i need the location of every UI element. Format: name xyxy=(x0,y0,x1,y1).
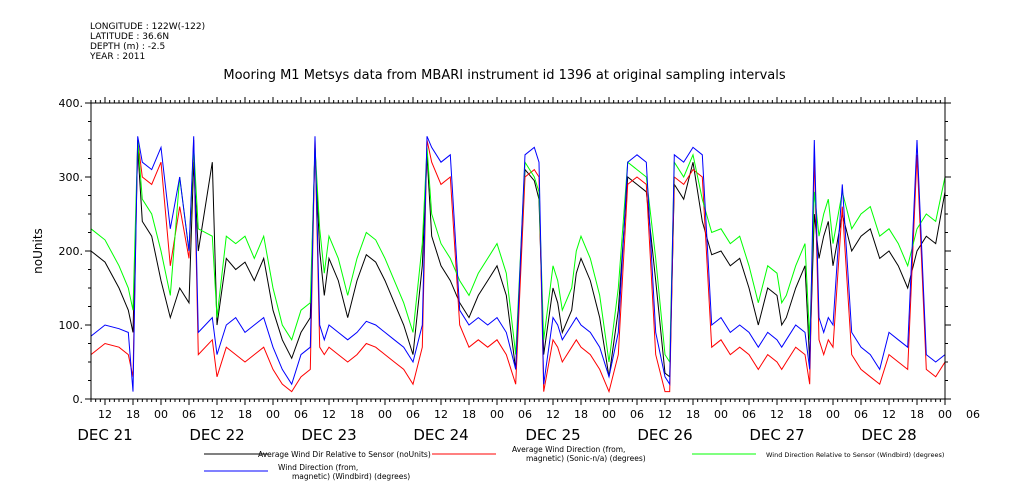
longitude-label: LONGITUDE : 122W(-122) xyxy=(90,22,206,32)
x-hour-label: 00 xyxy=(714,408,728,421)
x-hour-label: 00 xyxy=(378,408,392,421)
x-hour-label: 18 xyxy=(686,408,700,421)
x-hour-label: 06 xyxy=(406,408,420,421)
depth-label: DEPTH (m) : -2.5 xyxy=(90,42,166,52)
x-hour-label: 00 xyxy=(826,408,840,421)
x-hour-label: 06 xyxy=(854,408,868,421)
x-hour-label: 12 xyxy=(98,408,112,421)
x-day-label: DEC 22 xyxy=(189,426,244,444)
x-hour-label: 06 xyxy=(182,408,196,421)
x-day-label: DEC 21 xyxy=(77,426,132,444)
x-hour-label: 12 xyxy=(546,408,560,421)
x-hour-label: 06 xyxy=(630,408,644,421)
year-label: YEAR : 2011 xyxy=(90,52,146,62)
x-hour-label: 00 xyxy=(490,408,504,421)
x-hour-label: 12 xyxy=(322,408,336,421)
chart-title: Mooring M1 Metsys data from MBARI instru… xyxy=(223,68,786,83)
x-hour-label: 00 xyxy=(266,408,280,421)
series-line-4 xyxy=(91,136,945,392)
legend-label-2: Average Wind Direction (from, magnetic) (… xyxy=(512,445,646,463)
y-tick-label: 300. xyxy=(59,171,84,184)
x-hour-label: 18 xyxy=(910,408,924,421)
x-hour-label: 06 xyxy=(742,408,756,421)
x-hour-label: 12 xyxy=(770,408,784,421)
x-hour-label: 12 xyxy=(434,408,448,421)
y-tick-label: 100. xyxy=(59,319,84,332)
x-hour-label: 12 xyxy=(210,408,224,421)
x-hour-label: 00 xyxy=(154,408,168,421)
x-hour-label: 18 xyxy=(238,408,252,421)
x-day-label: DEC 24 xyxy=(413,426,468,444)
x-hour-label: 12 xyxy=(882,408,896,421)
x-hour-label: 12 xyxy=(658,408,672,421)
x-hour-label: 18 xyxy=(126,408,140,421)
y-tick-label: 200. xyxy=(59,245,84,258)
legend-label-3: Wind Direction Relative to Sensor (Windb… xyxy=(766,451,944,459)
x-hour-label: 06 xyxy=(966,408,980,421)
x-day-label: DEC 28 xyxy=(861,426,916,444)
legend-label-4: Wind Direction (from, magnetic) (Windbird… xyxy=(278,463,410,481)
y-tick-label: 400. xyxy=(59,97,84,110)
x-hour-label: 18 xyxy=(574,408,588,421)
x-hour-label: 00 xyxy=(602,408,616,421)
x-hour-label: 18 xyxy=(462,408,476,421)
latitude-label: LATITUDE : 36.6N xyxy=(90,32,170,42)
x-hour-label: 06 xyxy=(518,408,532,421)
series-line-1 xyxy=(91,147,945,378)
series-line-3 xyxy=(91,139,945,364)
y-axis-label: noUnits xyxy=(31,228,45,274)
x-hour-label: 06 xyxy=(294,408,308,421)
x-day-label: DEC 27 xyxy=(749,426,804,444)
x-hour-label: 18 xyxy=(350,408,364,421)
x-day-label: DEC 25 xyxy=(525,426,580,444)
y-tick-label: 0. xyxy=(73,393,84,406)
legend-label-1: Average Wind Dir Relative to Sensor (noU… xyxy=(258,450,431,459)
x-hour-label: 00 xyxy=(938,408,952,421)
series-line-2 xyxy=(91,139,945,394)
x-hour-label: 18 xyxy=(798,408,812,421)
x-day-label: DEC 26 xyxy=(637,426,692,444)
x-day-label: DEC 23 xyxy=(301,426,356,444)
